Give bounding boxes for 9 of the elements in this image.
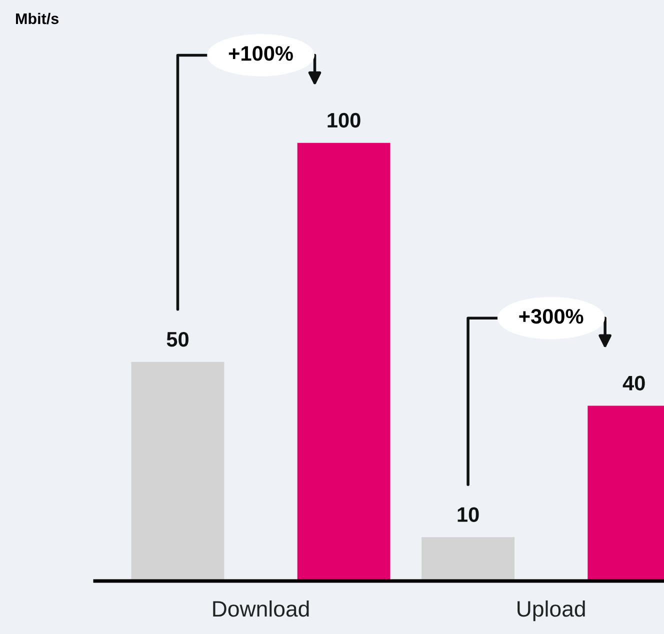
x-tick-label: Upload	[518, 600, 585, 622]
text: Mbit/s	[16, 12, 59, 24]
annotation: +300%	[519, 308, 584, 324]
data-label: 10	[458, 507, 479, 522]
data-label: 50	[166, 332, 188, 347]
data-label: 100	[328, 112, 360, 128]
x-tick-label: Download	[213, 600, 309, 617]
data-label: 40	[622, 376, 645, 391]
text: +100%	[228, 46, 293, 61]
